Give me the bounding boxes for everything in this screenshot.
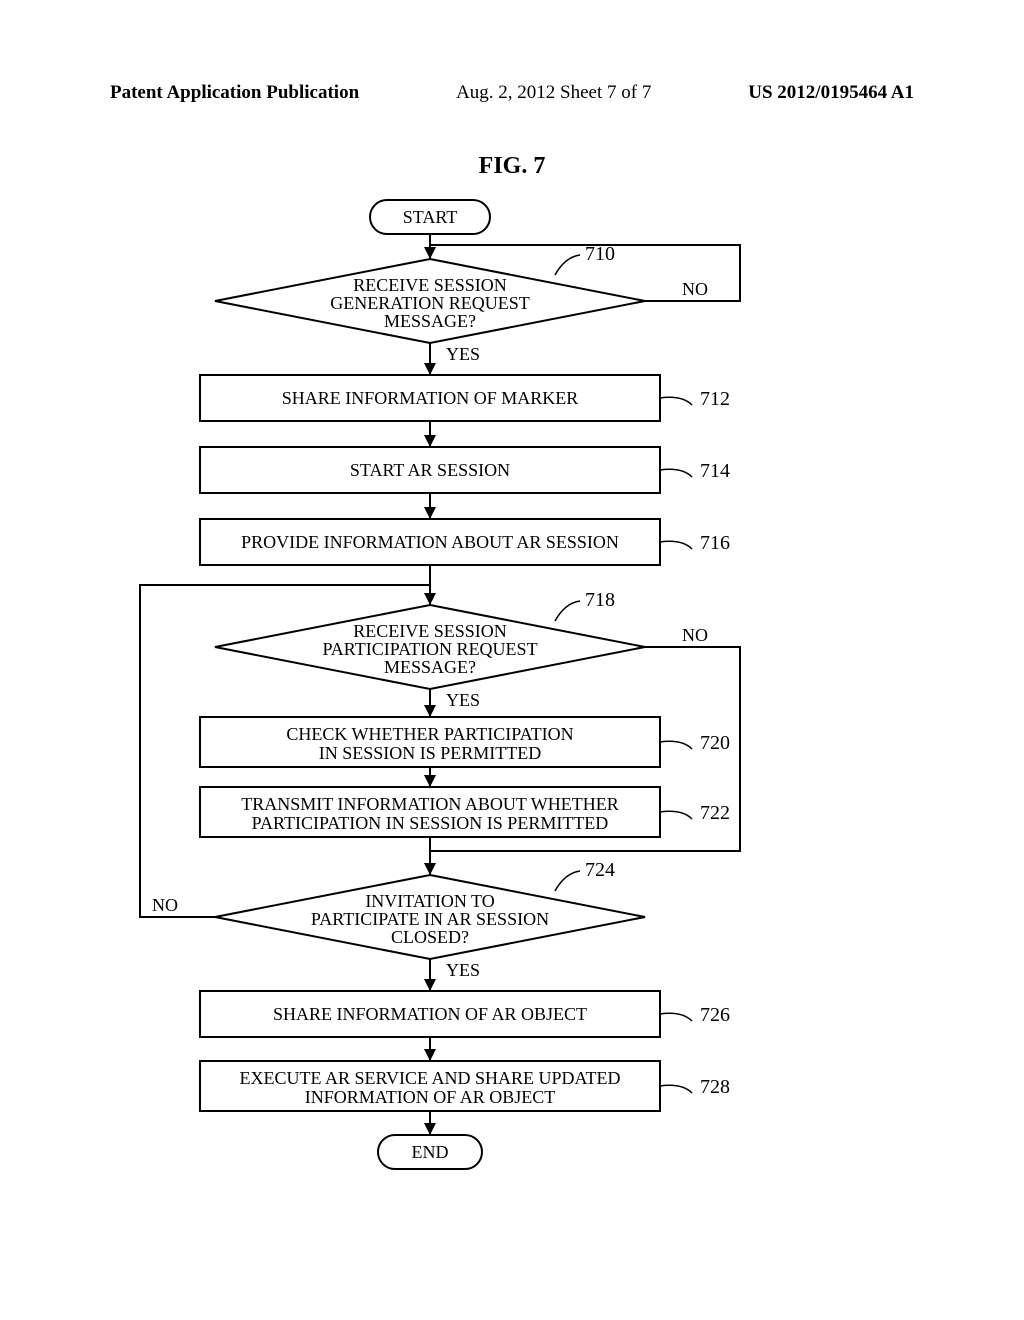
ref-714: 714 (700, 460, 730, 482)
ref-716: 716 (700, 532, 730, 554)
svg-text:CHECK WHETHER PARTICIPATION: CHECK WHETHER PARTICIPATION (286, 724, 573, 744)
svg-text:EXECUTE AR SERVICE AND SHARE U: EXECUTE AR SERVICE AND SHARE UPDATED (239, 1068, 620, 1088)
ref-720: 720 (700, 732, 730, 754)
svg-text:IN SESSION IS PERMITTED: IN SESSION IS PERMITTED (319, 743, 542, 763)
yes-718: YES (446, 690, 480, 710)
svg-text:RECEIVE SESSION: RECEIVE SESSION (353, 275, 507, 295)
ref-726: 726 (700, 1004, 730, 1026)
svg-text:SHARE INFORMATION OF MARKER: SHARE INFORMATION OF MARKER (282, 388, 579, 408)
figure-title: FIG. 7 (0, 153, 1024, 180)
box-716: PROVIDE INFORMATION ABOUT AR SESSION (200, 519, 660, 565)
ref-710: 710 (585, 243, 615, 265)
svg-text:MESSAGE?: MESSAGE? (384, 311, 476, 331)
box-714: START AR SESSION (200, 447, 660, 493)
svg-text:CLOSED?: CLOSED? (391, 927, 469, 947)
no-710: NO (682, 279, 708, 299)
svg-text:PARTICIPATION IN SESSION IS PE: PARTICIPATION IN SESSION IS PERMITTED (252, 813, 609, 833)
svg-text:START: START (403, 207, 457, 227)
decision-724: INVITATION TO PARTICIPATE IN AR SESSION … (215, 875, 645, 959)
header-left: Patent Application Publication (110, 82, 359, 104)
svg-text:PROVIDE INFORMATION ABOUT AR S: PROVIDE INFORMATION ABOUT AR SESSION (241, 532, 619, 552)
flowchart: START RECEIVE SESSION GENERATION REQUEST… (0, 195, 1024, 1295)
svg-text:END: END (412, 1142, 449, 1162)
ref-724: 724 (585, 859, 615, 881)
end-node: END (378, 1135, 482, 1169)
box-722: TRANSMIT INFORMATION ABOUT WHETHER PARTI… (200, 787, 660, 837)
svg-text:INFORMATION OF AR OBJECT: INFORMATION OF AR OBJECT (305, 1087, 556, 1107)
decision-710: RECEIVE SESSION GENERATION REQUEST MESSA… (215, 259, 645, 343)
yes-710: YES (446, 344, 480, 364)
svg-text:GENERATION REQUEST: GENERATION REQUEST (330, 293, 530, 313)
decision-718: RECEIVE SESSION PARTICIPATION REQUEST ME… (215, 605, 645, 689)
box-728: EXECUTE AR SERVICE AND SHARE UPDATED INF… (200, 1061, 660, 1111)
page-header: Patent Application Publication Aug. 2, 2… (0, 82, 1024, 104)
svg-text:INVITATION TO: INVITATION TO (365, 891, 494, 911)
ref-722: 722 (700, 802, 730, 824)
header-right: US 2012/0195464 A1 (748, 82, 914, 104)
svg-text:SHARE INFORMATION OF AR OBJECT: SHARE INFORMATION OF AR OBJECT (273, 1004, 587, 1024)
svg-text:TRANSMIT INFORMATION ABOUT WHE: TRANSMIT INFORMATION ABOUT WHETHER (241, 794, 619, 814)
header-center: Aug. 2, 2012 Sheet 7 of 7 (456, 82, 651, 104)
ref-718: 718 (585, 589, 615, 611)
svg-text:RECEIVE SESSION: RECEIVE SESSION (353, 621, 507, 641)
no-718: NO (682, 625, 708, 645)
box-726: SHARE INFORMATION OF AR OBJECT (200, 991, 660, 1037)
svg-text:START AR SESSION: START AR SESSION (350, 460, 510, 480)
ref-728: 728 (700, 1076, 730, 1098)
no-724: NO (152, 895, 178, 915)
svg-text:PARTICIPATE IN AR SESSION: PARTICIPATE IN AR SESSION (311, 909, 549, 929)
start-node: START (370, 200, 490, 234)
svg-text:PARTICIPATION REQUEST: PARTICIPATION REQUEST (322, 639, 537, 659)
box-720: CHECK WHETHER PARTICIPATION IN SESSION I… (200, 717, 660, 767)
yes-724: YES (446, 960, 480, 980)
ref-712: 712 (700, 388, 730, 410)
box-712: SHARE INFORMATION OF MARKER (200, 375, 660, 421)
svg-text:MESSAGE?: MESSAGE? (384, 657, 476, 677)
